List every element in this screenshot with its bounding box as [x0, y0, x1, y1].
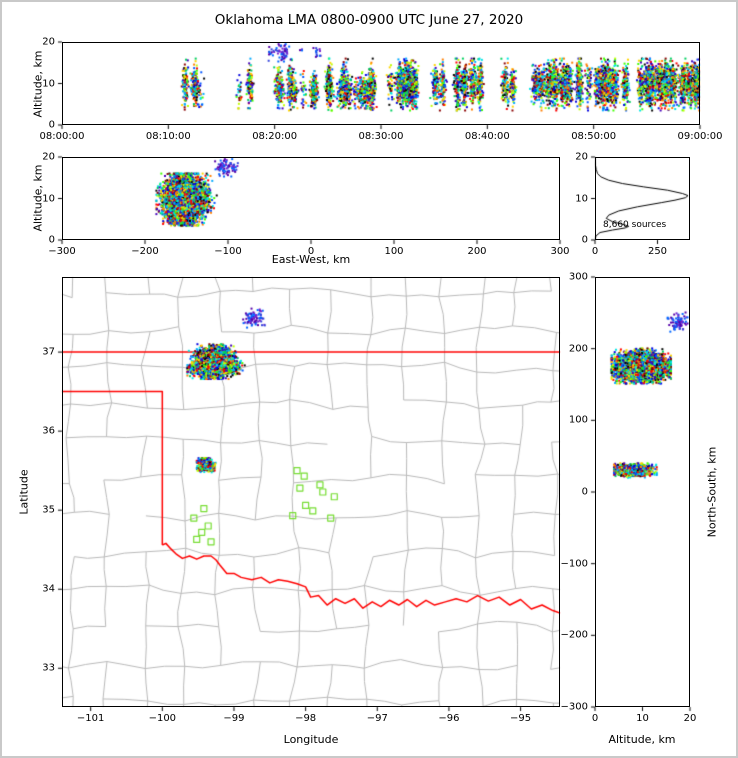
ew-height-y-tick-label: 10	[42, 193, 55, 204]
plan-view-x-tick-label: −96	[438, 713, 460, 724]
ns-height-y-tick-label: −100	[560, 558, 588, 570]
ew-height-x-tick-label: 300	[550, 246, 570, 257]
ew-height-x-tick-label: −300	[48, 246, 76, 257]
ns-height-y-tick-label: −200	[560, 629, 588, 641]
ns-height-x-tick-label: 0	[591, 713, 599, 724]
plan-view-y-tick-label: 36	[42, 425, 55, 437]
ns-height-x-tick-label: 20	[683, 713, 697, 724]
ew-height-x-tick-label: −200	[131, 246, 159, 257]
height-histogram-x-tick-label: 0	[591, 246, 599, 257]
plan-view-x-tick-label: −101	[76, 713, 105, 724]
plan-view-x-tick-label: −99	[223, 713, 245, 724]
figure-title: Oklahoma LMA 0800-0900 UTC June 27, 2020	[214, 12, 524, 28]
height-histogram-y-tick-label: 20	[575, 151, 588, 163]
plan-view-y-tick-label: 37	[42, 346, 55, 358]
time-height-x-tick-label: 08:50:00	[571, 131, 617, 142]
ns-height-y-tick-label: 0	[581, 486, 588, 498]
east-west-axis-label: East-West, km	[271, 253, 351, 266]
height-histogram-y-tick-label: 10	[575, 193, 588, 204]
ew-height-x-tick-label: 200	[467, 246, 487, 257]
time-height-x-tick-label: 08:10:00	[145, 131, 191, 142]
plan-view-y-tick-label: 33	[42, 662, 55, 674]
time-height-x-tick-label: 09:00:00	[677, 131, 723, 142]
time-height-y-tick-label: 20	[42, 36, 55, 48]
plan-view-y-tick-label: 35	[42, 504, 55, 516]
ns-height-y-tick-label: 200	[568, 343, 588, 355]
height-histogram-x-tick-label: 250	[647, 246, 668, 257]
plan-view-x-tick-label: −98	[295, 713, 317, 724]
time-height-y-tick-label: 0	[48, 119, 55, 131]
ns-height-x-tick-label: 10	[636, 713, 649, 724]
ns-height-y-tick-label: 100	[568, 414, 588, 426]
longitude-axis-label: Longitude	[283, 733, 339, 746]
ew-height-x-tick-label: −100	[214, 246, 242, 257]
time-height-y-tick-label: 10	[42, 78, 55, 89]
ew-height-x-tick-label: 100	[384, 246, 404, 257]
plan-view-x-tick-label: −100	[148, 713, 177, 724]
plan-view-y-tick-label: 34	[42, 583, 55, 595]
plan-view-x-tick-label: −97	[366, 713, 388, 724]
ns-height-y-tick-label: 300	[568, 271, 588, 283]
time-height-x-tick-label: 08:40:00	[464, 131, 510, 142]
ew-height-y-tick-label: 0	[48, 234, 55, 246]
ns-height-x-axis-label: Altitude, km	[608, 733, 676, 746]
time-height-x-tick-label: 08:00:00	[39, 131, 85, 142]
time-height-x-tick-label: 08:20:00	[252, 131, 298, 142]
time-height-x-tick-label: 08:30:00	[358, 131, 404, 142]
height-histogram-y-tick-label: 0	[581, 234, 588, 246]
ns-height-y-tick-label: −300	[560, 701, 588, 713]
sources-count-annotation: 8,660 sources	[603, 220, 667, 230]
ew-height-y-tick-label: 20	[42, 151, 55, 163]
ew-height-x-tick-label: 0	[307, 246, 315, 257]
plan-view-x-tick-label: −95	[510, 713, 532, 724]
